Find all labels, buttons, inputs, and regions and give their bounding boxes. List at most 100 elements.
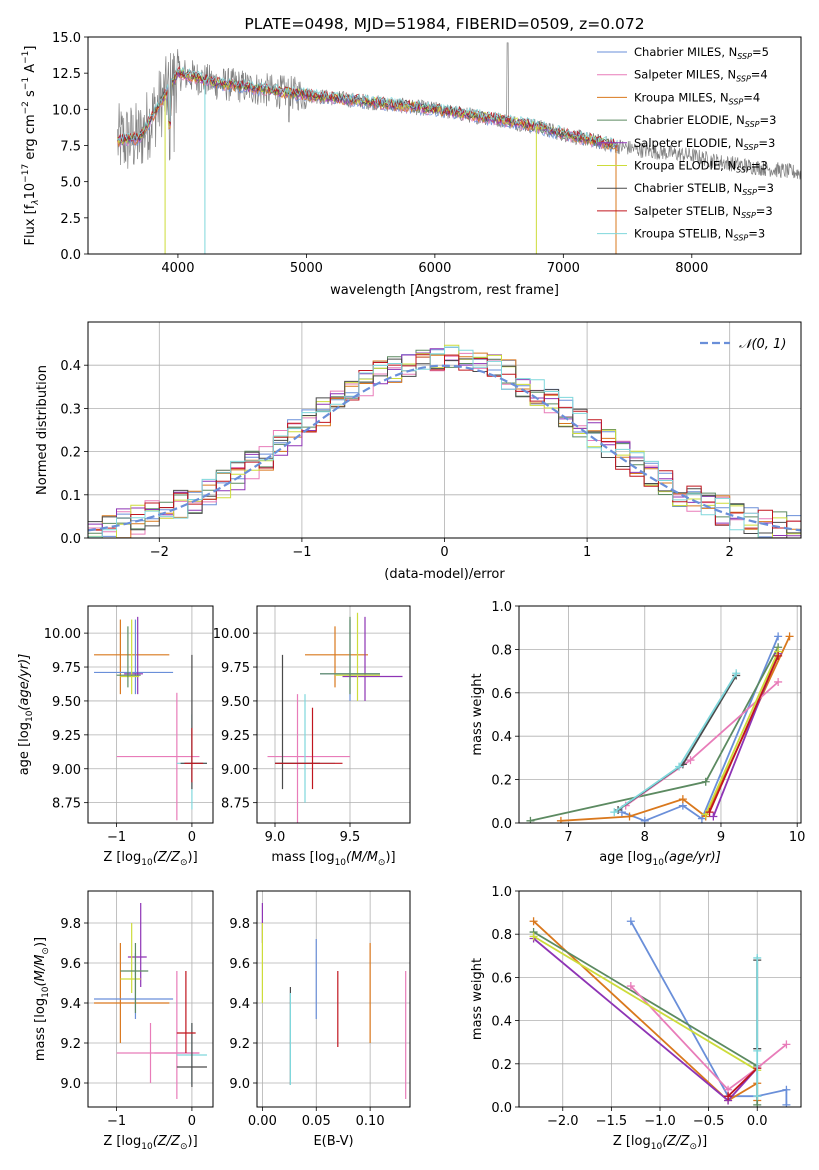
series-line-lime (704, 651, 779, 815)
y-tick-label: 9.75 (52, 661, 81, 676)
y-label-tail: (M/M (33, 955, 48, 987)
legend-tail: =3 (748, 227, 765, 241)
x-axis-label: Z [log10(Z/Z⊙)] (613, 1134, 707, 1152)
axes-frame (256, 890, 411, 1108)
plot-area (526, 632, 794, 823)
series-line-orange (560, 636, 791, 822)
y-label-tail: (age/yr)] (17, 654, 32, 711)
series-marker-purple (709, 812, 718, 821)
y-tick-label: 2.5 (60, 212, 81, 227)
x-axis-label: (data-model)/error (384, 567, 505, 582)
y-label-close: )] (33, 937, 48, 947)
y-tick-label: 0.0 (60, 248, 81, 263)
ticks: −2.0 −1.5 −1.0 −0.5 0.0 0.0 0.2 0.4 0.6 0.8 1.0 (491, 885, 767, 1129)
series-marker-cyan (753, 1046, 762, 1055)
x-tick-label: 0.05 (302, 1114, 331, 1129)
y-tick-label: 0.8 (491, 643, 512, 658)
legend-name: Chabrier MILES, N (634, 45, 737, 59)
x-tick-label: 0.0 (747, 1114, 768, 1129)
x-tick-label: 0 (188, 1114, 196, 1129)
series-marker-cyan (610, 808, 619, 817)
x-label-tail: (age/yr)] (664, 850, 721, 865)
series-marker-pink (774, 677, 783, 686)
y-label-part: 10 (23, 183, 38, 200)
series-marker-orange (529, 917, 538, 926)
x-tick-label: 7 (564, 830, 572, 845)
x-label-text: Z [log (613, 1134, 651, 1149)
x-label-sun: ⊙ (378, 858, 386, 868)
plot-area (94, 616, 207, 821)
series-marker-blue (640, 816, 649, 823)
y-tick-label: 0.4 (60, 359, 81, 374)
y-axis-label: mass [log10(M/M⊙)] (33, 937, 51, 1061)
y-tick-label: 15.0 (52, 31, 81, 46)
x-tick-label: 10 (789, 830, 806, 845)
y-tick-label: 12.5 (52, 67, 81, 82)
y-tick-label: 0.0 (60, 532, 81, 547)
ticks: 4000 5000 6000 7000 8000 0.0 2.5 5.0 7.5 10.0 12.5… (52, 31, 708, 276)
y-tick-label: 9.00 (52, 763, 81, 778)
y-tick-label: 0.0 (491, 817, 512, 832)
x-label-sub: 10 (652, 858, 664, 868)
x-label-close: )] (385, 850, 395, 865)
legend-sub: SSP (741, 211, 756, 220)
ticks: 7 8 9 10 0.0 0.2 0.4 0.6 0.8 1.0 (491, 600, 805, 845)
grid (257, 891, 410, 1107)
x-label-tail: (Z/Z (153, 1134, 181, 1149)
y-label-sub: 10 (41, 986, 51, 998)
y-label-sub: 10 (25, 710, 35, 722)
y-tick-label: 0.8 (491, 928, 512, 943)
x-tick-label: −1 (107, 1114, 126, 1129)
x-tick-label: 4000 (161, 261, 194, 276)
gaussian-curve (88, 364, 801, 532)
y-label-part: −1 (21, 51, 31, 64)
y-label-part: Flux [f (23, 204, 38, 245)
x-tick-label: −2 (150, 545, 169, 560)
series-marker-red (724, 1092, 733, 1101)
y-tick-label: 9.2 (60, 1037, 81, 1052)
x-label-close: )] (697, 1134, 707, 1149)
legend-sub: SSP (737, 52, 752, 61)
plot-area (117, 42, 801, 254)
x-tick-label: 1 (583, 545, 591, 560)
series-marker-blue (782, 1100, 791, 1107)
x-label-tail: (M/M (346, 850, 378, 865)
legend-entry: 𝒩(0, 1) (739, 337, 786, 352)
x-label-close: )] (188, 1134, 198, 1149)
axes-frame (518, 605, 802, 824)
grid (88, 606, 213, 823)
x-tick-label: 9.0 (265, 830, 286, 845)
legend-name: Chabrier ELODIE, N (634, 113, 745, 127)
y-axis-label: Normed distribution (35, 365, 50, 495)
series-marker-orange (625, 812, 634, 821)
x-tick-label: 9 (717, 830, 725, 845)
panel-mw_vs_Z: −2.0 −1.5 −1.0 −0.5 0.0 0.0 0.2 0.4 0.6 0.8 1.0 (491, 885, 802, 1129)
panel-age_vs_Z: −1 0 8.75 9.00 9.25 9.50 9.75 10.00 (44, 605, 214, 845)
y-tick-label: 0.4 (491, 730, 512, 745)
x-tick-label: −1.5 (596, 1114, 628, 1129)
chart-title: PLATE=0498, MJD=51984, FIBERID=0509, z=0… (244, 15, 644, 33)
y-label-part: ] (23, 46, 38, 51)
x-tick-label: −1.0 (644, 1114, 676, 1129)
axes-frame (87, 890, 214, 1108)
y-tick-label: 0.0 (491, 1101, 512, 1116)
series-marker-pink (626, 982, 635, 991)
x-label-sub: 10 (335, 858, 347, 868)
x-tick-label: 5000 (290, 261, 323, 276)
legend-sub: SSP (742, 188, 757, 197)
y-tick-label: 0.4 (491, 1015, 512, 1030)
series-line-red (708, 655, 779, 813)
y-label-text: age [log (17, 722, 32, 775)
frame (256, 605, 411, 824)
x-axis-label: Z [log10(Z/Z⊙)] (103, 850, 197, 868)
series-marker-pink (782, 1040, 791, 1049)
legend-entry: Chabrier STELIB, NSSP=3 (634, 181, 774, 197)
x-label-sun: ⊙ (689, 1142, 697, 1152)
x-tick-label: −2.0 (547, 1114, 579, 1129)
x-label-tail: (Z/Z (662, 1134, 690, 1149)
x-tick-label: 0.00 (248, 1114, 277, 1129)
x-label-text: age [log (599, 850, 652, 865)
panel-mass_vs_Z: −1 0 9.0 9.2 9.4 9.6 9.8 (60, 890, 214, 1129)
x-label-tail: (Z/Z (153, 850, 181, 865)
